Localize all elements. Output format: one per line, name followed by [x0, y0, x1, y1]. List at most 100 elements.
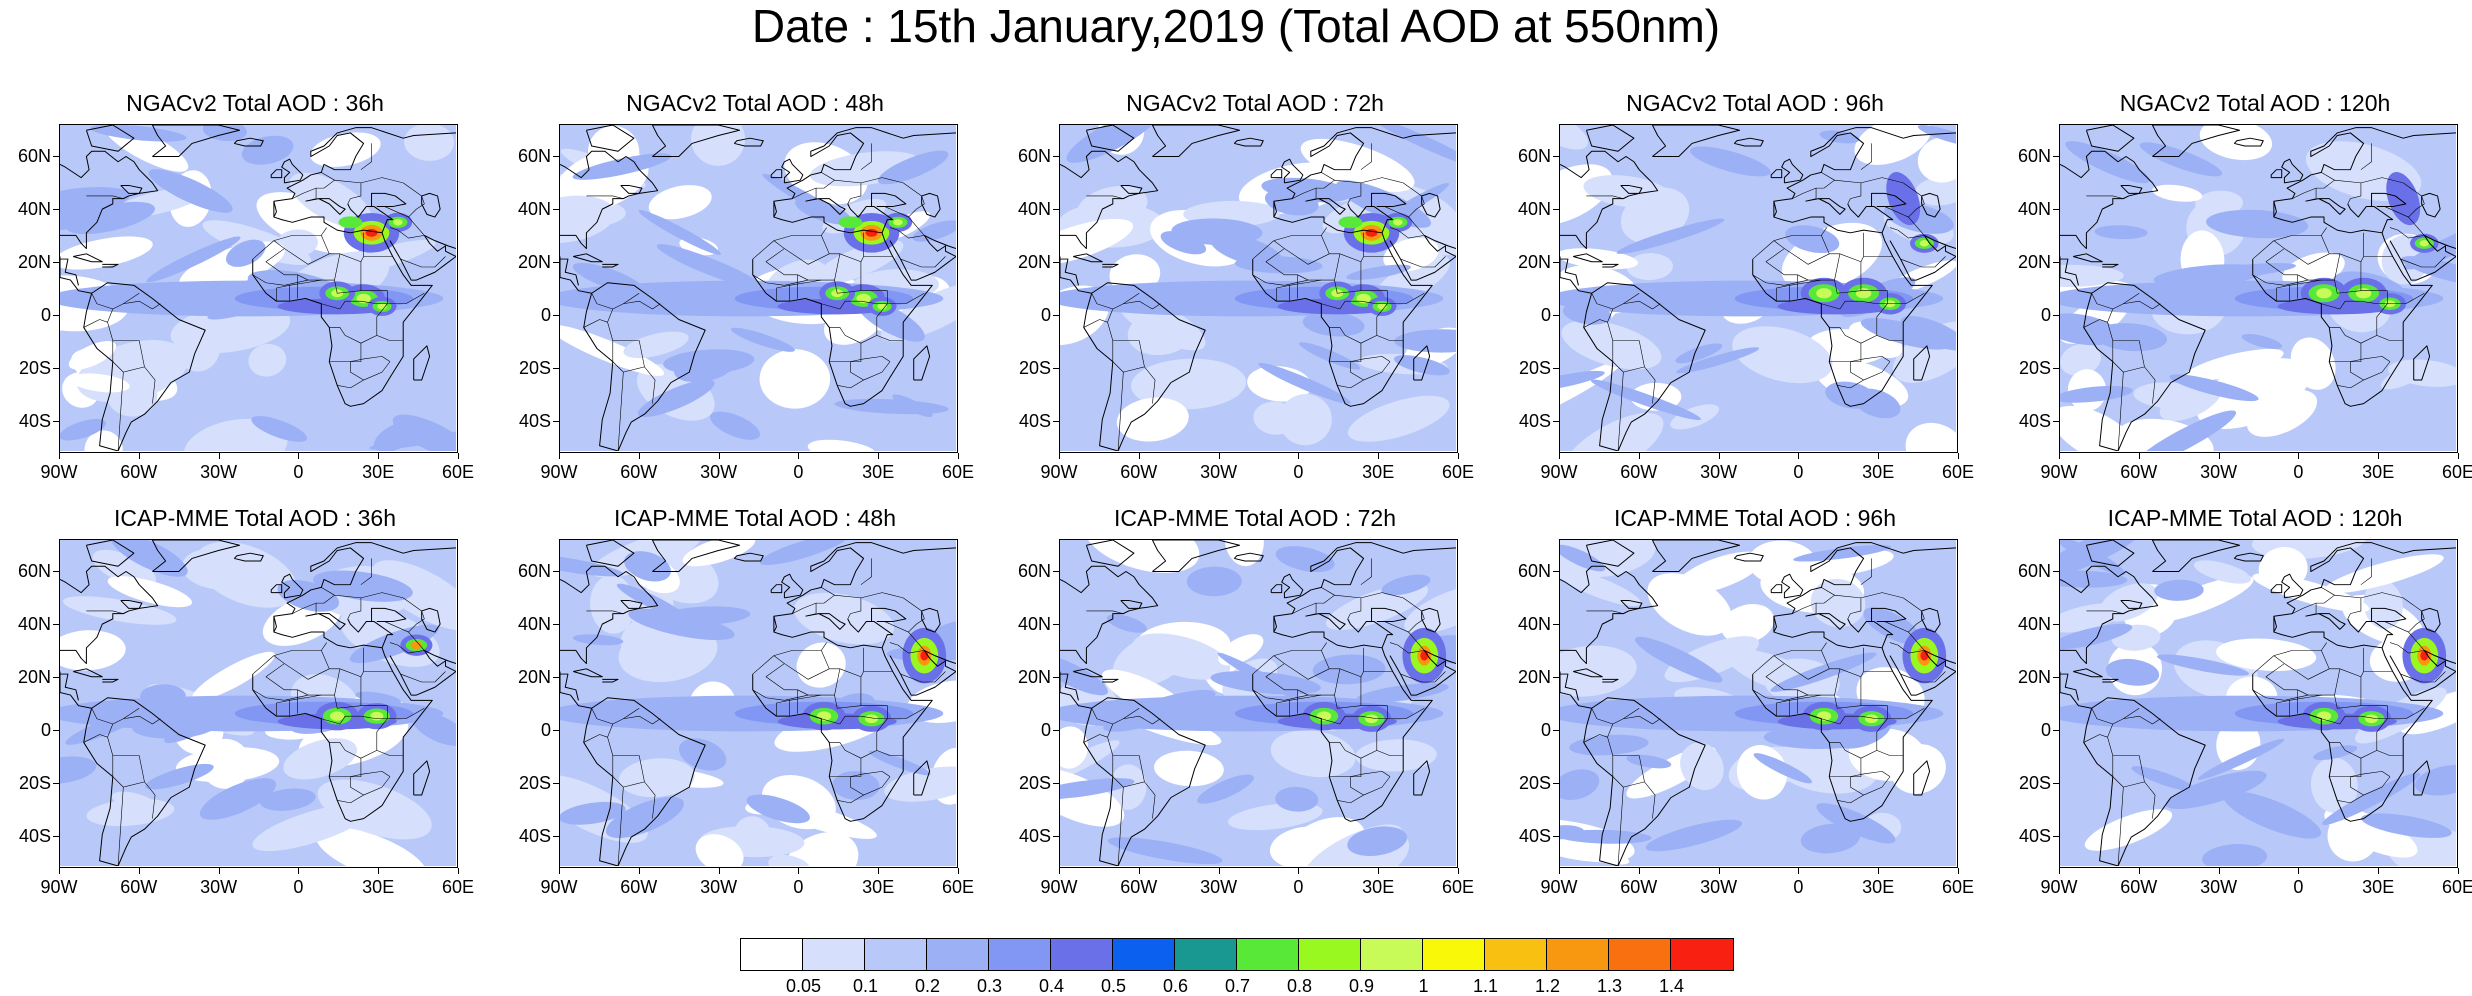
country-border — [1876, 335, 1904, 341]
aod-field-blob — [730, 327, 795, 352]
latitude-tick-label: 20N — [17, 251, 51, 272]
country-border — [860, 558, 872, 585]
coastline — [1281, 158, 1304, 184]
coastline — [913, 760, 931, 796]
country-border — [2400, 671, 2446, 683]
map-frame — [59, 539, 458, 868]
longitude-tick — [1798, 453, 1800, 459]
longitude-tick — [138, 453, 140, 459]
latitude-tick-label: 40N — [1017, 613, 1051, 634]
longitude-tick-label: 30W — [700, 877, 738, 897]
longitude-tick — [1878, 453, 1880, 459]
aod-field-blob — [759, 540, 849, 565]
aod-map — [560, 125, 956, 451]
aod-field-blob — [1186, 566, 1242, 597]
aod-field-blob — [410, 641, 423, 650]
aod-field-blob — [560, 195, 615, 243]
coastline — [151, 540, 241, 573]
aod-field-blob — [2060, 405, 2140, 451]
country-border — [350, 758, 391, 796]
aod-field-blob — [1264, 188, 1319, 216]
aod-field-blob — [369, 431, 456, 450]
aod-field-blob — [225, 239, 266, 267]
aod-field-blob — [1732, 326, 1833, 384]
longitude-tick-label: 30E — [1862, 462, 1895, 482]
country-border — [1321, 172, 1335, 181]
country-border — [752, 642, 827, 675]
coastline — [1073, 253, 1103, 263]
country-border — [1316, 594, 1362, 620]
latitude-tick-label: 20S — [2018, 358, 2051, 379]
aod-field-blob — [2133, 410, 2237, 451]
aod-field-blob — [70, 373, 130, 393]
latitude-tick-label: 40N — [2017, 613, 2051, 634]
latitude-tick-label: 20N — [2017, 251, 2051, 272]
longitude-tick-label: 90W — [1040, 462, 1078, 482]
aod-field-blob — [1258, 362, 1351, 404]
coastline — [2421, 192, 2441, 218]
country-border — [591, 293, 613, 310]
aod-field-blob — [678, 738, 727, 771]
panel-title: NGACv2 Total AOD : 120h — [2119, 90, 2391, 116]
aod-field-blob — [2165, 770, 2267, 810]
longitude-tick — [1218, 868, 1220, 874]
country-border — [1612, 755, 1645, 782]
coastline — [585, 125, 635, 152]
country-border — [1316, 179, 1362, 205]
colorbar-label: 0.1 — [852, 976, 879, 996]
country-border — [1384, 206, 1425, 239]
country-border — [623, 715, 661, 725]
country-border — [1860, 143, 1872, 170]
coastline — [347, 618, 394, 648]
coastline — [2273, 201, 2277, 218]
latitude-tick — [53, 155, 59, 157]
map-panel: NGACv2 Total AOD : 72h 60N 40N 20N 0 20S 40S 90… — [1005, 90, 1505, 510]
aod-field-blob — [2361, 813, 2452, 838]
country-border — [2400, 256, 2446, 268]
aod-field-blob — [1560, 645, 1637, 697]
coastline — [1389, 655, 1456, 696]
latitude-tick — [553, 155, 559, 157]
longitude-tick — [559, 868, 560, 874]
country-border — [1252, 261, 1362, 294]
aod-field-blob — [1816, 803, 1896, 844]
latitude-tick — [53, 315, 59, 317]
aod-field-blob — [2313, 745, 2358, 761]
coastline — [2270, 169, 2283, 179]
coastline — [2281, 158, 2304, 184]
longitude-tick-label: 30W — [1200, 462, 1238, 482]
longitude-tick — [59, 453, 60, 459]
coastline — [1233, 137, 1264, 147]
coastline — [423, 235, 456, 257]
latitude-tick — [1553, 368, 1559, 370]
aod-field-blob — [807, 439, 877, 451]
coastline — [2371, 192, 2407, 208]
colorbar-swatch — [1299, 939, 1361, 970]
map-panel: NGACv2 Total AOD : 96h 60N 40N 20N 0 20S 40S 90… — [1505, 90, 2005, 510]
aod-field-blob — [1748, 540, 1817, 585]
coastline — [60, 258, 79, 286]
latitude-tick — [53, 208, 59, 210]
aod-field-blob — [1132, 633, 1231, 680]
coastline — [1560, 671, 1592, 709]
coastline — [1421, 192, 1441, 218]
latitude-tick — [2053, 261, 2059, 263]
aod-field-blob — [560, 801, 626, 825]
coastline — [424, 234, 456, 250]
aod-field-blob — [618, 758, 695, 798]
longitude-tick — [1298, 868, 1300, 874]
latitude-tick — [53, 368, 59, 370]
aod-field-blob — [1270, 730, 1356, 778]
latitude-tick — [2053, 676, 2059, 678]
aod-field-blob — [1560, 370, 1605, 393]
latitude-tick — [53, 421, 59, 423]
coastline — [573, 253, 603, 263]
country-border — [1107, 293, 1140, 362]
country-border — [1821, 587, 1835, 596]
longitude-tick-label: 0 — [293, 877, 304, 897]
coastline — [233, 552, 264, 562]
country-border — [1860, 290, 1925, 305]
latitude-tick-label: 20N — [17, 666, 51, 687]
country-border — [252, 642, 327, 675]
coastline — [1871, 607, 1907, 623]
